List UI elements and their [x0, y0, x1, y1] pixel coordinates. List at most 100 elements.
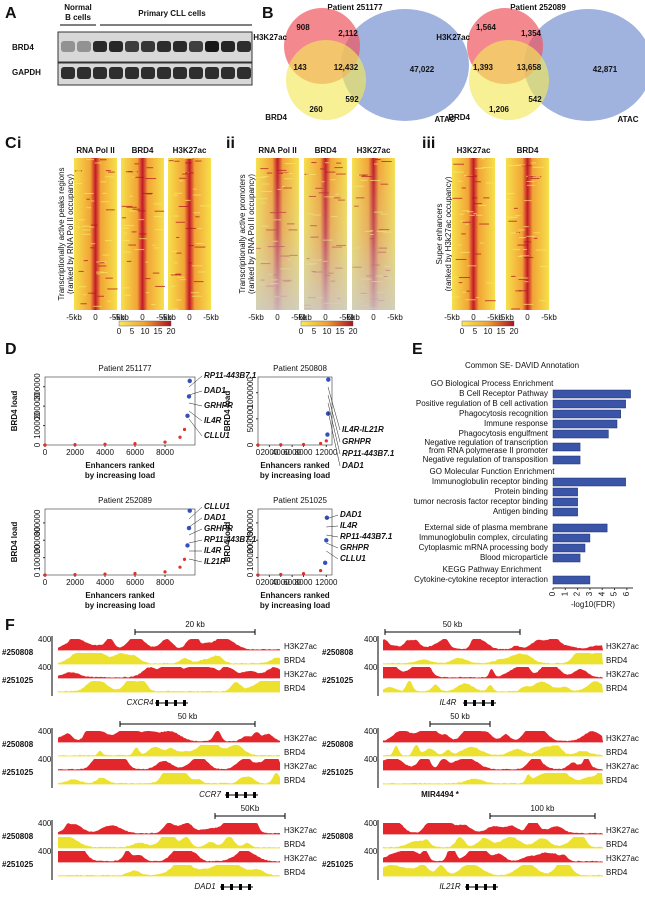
- heatmap-texture: [100, 201, 110, 203]
- leader: [188, 390, 203, 396]
- point: [178, 435, 182, 439]
- band: [237, 41, 251, 52]
- point: [43, 573, 47, 577]
- heatmap-texture: [515, 290, 522, 292]
- band: [221, 67, 235, 79]
- heatmap-texture: [121, 205, 133, 207]
- gene-label: IL4R-IL21R: [342, 425, 384, 434]
- category-label: tumor necrosis factor receptor binding: [414, 497, 548, 506]
- heatmap-texture: [467, 211, 474, 213]
- heatmap-texture: [179, 180, 184, 182]
- heatmap-texture: [108, 171, 115, 173]
- heatmap-texture: [125, 171, 132, 173]
- colorbar-label: 15: [336, 327, 345, 336]
- colorbar-label: 15: [154, 327, 163, 336]
- venn-count: 908: [296, 23, 310, 32]
- x-tick-label: 0: [371, 313, 376, 322]
- scale-label: 50Kb: [241, 804, 260, 813]
- track-label: H3K27ac: [284, 734, 317, 743]
- x-tick-label: 6000: [126, 578, 144, 587]
- heatmap-texture: [124, 232, 128, 234]
- point: [301, 572, 306, 576]
- heatmap-texture: [188, 245, 195, 247]
- heatmap-texture: [184, 199, 191, 201]
- point: [187, 378, 192, 384]
- y-tick-label: 200000: [33, 526, 42, 553]
- heatmap-texture: [478, 204, 487, 206]
- panel-label: E: [412, 341, 423, 358]
- x-label: Enhancers ranked: [85, 591, 154, 600]
- heatmap-texture: [88, 292, 96, 294]
- heatmap-texture: [523, 303, 534, 305]
- set-label: BRD4: [448, 113, 470, 122]
- y-tick-label: 100000: [246, 544, 255, 571]
- track-signal: [58, 639, 280, 650]
- point: [319, 441, 323, 446]
- point: [301, 442, 306, 447]
- heatmap-texture: [471, 197, 478, 199]
- leader: [188, 418, 203, 437]
- exon: [174, 700, 177, 706]
- leader: [326, 514, 339, 520]
- y-tick-label: 0: [246, 442, 255, 447]
- plot-frame: [257, 376, 333, 446]
- sample-label: #251025: [2, 860, 34, 869]
- colorbar: [118, 320, 172, 327]
- point: [103, 442, 107, 446]
- bar: [552, 523, 608, 533]
- heatmap-texture: [175, 221, 185, 223]
- track-label: H3K27ac: [606, 854, 639, 863]
- y-tick-label: 0: [246, 572, 255, 577]
- heatmap-texture: [458, 282, 463, 284]
- heatmap-texture: [86, 198, 90, 200]
- band: [141, 41, 155, 52]
- track-signal: [58, 667, 280, 678]
- heatmap-texture: [83, 260, 89, 262]
- track-signal: [58, 851, 280, 862]
- x-tick-label: -5kb: [344, 313, 360, 322]
- gene-label: RP11-443B7.1: [204, 371, 257, 380]
- gene-label: DAD1: [194, 882, 215, 891]
- heatmap-texture: [182, 173, 188, 175]
- x-tick-label: -5kb: [498, 313, 514, 322]
- bar: [552, 419, 618, 429]
- colorbar: [461, 320, 515, 327]
- track-label: H3K27ac: [284, 642, 317, 651]
- heatmap-texture: [173, 194, 178, 196]
- heatmap-texture: [459, 220, 466, 222]
- heatmap-texture: [469, 214, 475, 216]
- venn-count: 592: [345, 95, 359, 104]
- heatmap-texture: [129, 195, 133, 197]
- x-tick-label: 2000: [66, 448, 84, 457]
- panel-label: C: [5, 135, 17, 152]
- x-tick-label: 0: [256, 578, 261, 587]
- scale-label: 100 kb: [530, 804, 555, 813]
- track-signal: [383, 759, 603, 770]
- heatmap-texture: [506, 193, 515, 195]
- x-tick-label: 0: [256, 448, 261, 457]
- track-signal: [383, 773, 603, 784]
- heatmap-texture: [483, 197, 490, 199]
- category-label: Immune response: [484, 419, 549, 428]
- heatmap-texture: [172, 250, 178, 252]
- gene-label: DAD1: [204, 386, 226, 395]
- heatmap: [168, 158, 211, 310]
- x-tick-label: 8000: [295, 448, 313, 457]
- heatmap-texture: [194, 246, 206, 248]
- heatmap-texture: [82, 225, 90, 227]
- heatmap-texture: [91, 224, 98, 226]
- point: [322, 560, 328, 566]
- band: [61, 67, 75, 79]
- heatmap-texture: [452, 197, 463, 199]
- heatmap-texture: [518, 237, 527, 239]
- heatmap-texture: [84, 193, 94, 195]
- y-label: BRD4 load: [223, 522, 232, 563]
- category-label: Immunoglobulin receptor binding: [432, 477, 548, 486]
- x-tick-label: -5kb: [487, 313, 503, 322]
- heatmap-texture: [475, 253, 482, 255]
- heatmap-texture: [458, 244, 462, 246]
- heatmap-texture: [145, 261, 149, 263]
- heatmap-texture: [475, 181, 481, 183]
- track-label: BRD4: [284, 776, 306, 785]
- track-signal: [58, 681, 280, 692]
